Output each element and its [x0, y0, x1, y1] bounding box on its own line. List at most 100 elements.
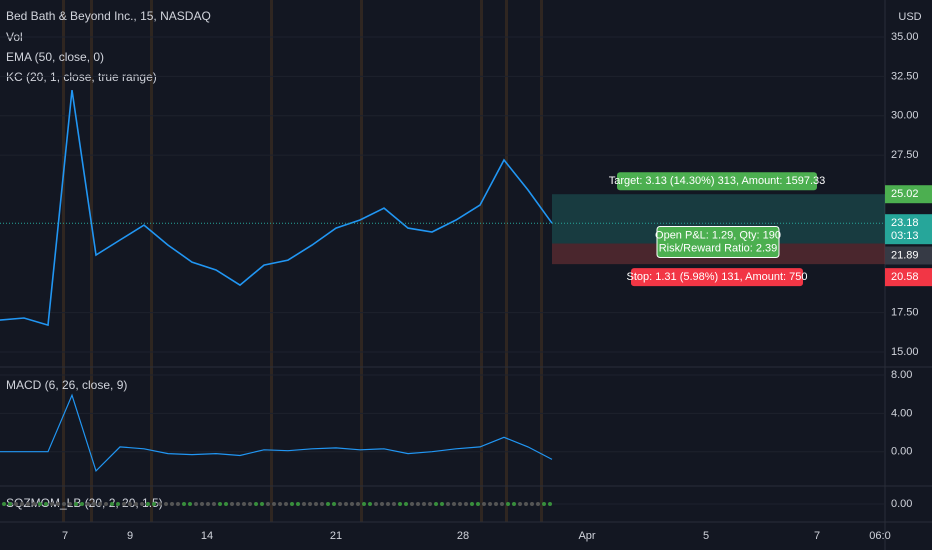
- sqz-dot: [422, 502, 426, 506]
- price-line: [0, 89, 553, 327]
- sqz-dot: [278, 502, 282, 506]
- sqz-dot: [338, 502, 342, 506]
- sqz-dot: [512, 502, 516, 506]
- sqz-dot: [32, 502, 36, 506]
- sqz-dot: [392, 502, 396, 506]
- sqz-dot: [296, 502, 300, 506]
- sqz-dot: [326, 502, 330, 506]
- sqz-dot: [92, 502, 96, 506]
- stop-price-tag: 20.58: [891, 271, 919, 283]
- sqz-dot: [194, 502, 198, 506]
- sqz-dot: [74, 502, 78, 506]
- time-label: 7: [814, 530, 820, 542]
- sqz-dot: [374, 502, 378, 506]
- sqz-dot: [308, 502, 312, 506]
- macd-title: MACD (6, 26, close, 9): [6, 378, 127, 392]
- target-price-tag-bg: [885, 185, 932, 204]
- y-tick-label: 17.50: [891, 307, 919, 319]
- stop-price-tag-bg: [885, 268, 932, 287]
- time-label: 21: [330, 530, 342, 542]
- sqz-dot: [446, 502, 450, 506]
- sqz-dot: [476, 502, 480, 506]
- sqz-dot: [44, 502, 48, 506]
- pnl-label: Open P&L: 1.29, Qty: 190: [655, 229, 781, 241]
- sqz-dot: [464, 502, 468, 506]
- sqz-dot: [110, 502, 114, 506]
- sqz-dot: [38, 502, 42, 506]
- sqz-dot: [164, 502, 168, 506]
- rr-label: Risk/Reward Ratio: 2.39: [659, 242, 778, 254]
- sqz-dot: [170, 502, 174, 506]
- sqz-dot: [200, 502, 204, 506]
- sqz-dot: [182, 502, 186, 506]
- y-tick-label: 8.00: [891, 369, 912, 381]
- time-label: 06:0: [869, 530, 890, 542]
- session-stripes: [62, 0, 543, 522]
- last-price-bg: [885, 214, 932, 245]
- sqz-dot: [260, 502, 264, 506]
- sqz-dot: [416, 502, 420, 506]
- sqz-dot: [380, 502, 384, 506]
- last-price-tag: 23.18: [891, 217, 919, 229]
- sqz-dot: [272, 502, 276, 506]
- label-box: [617, 172, 817, 191]
- y-tick-label: 32.50: [891, 70, 919, 82]
- y-tick-label: 30.00: [891, 110, 919, 122]
- sqz-dot: [50, 502, 54, 506]
- sqz-dot: [488, 502, 492, 506]
- sqz-dot: [536, 502, 540, 506]
- sqz-dot: [248, 502, 252, 506]
- sqz-dot: [176, 502, 180, 506]
- time-label: Apr: [578, 530, 595, 542]
- sqz-dot: [548, 502, 552, 506]
- stop-label: Stop: 1.31 (5.98%) 131, Amount: 750: [626, 271, 807, 283]
- sqz-dot: [506, 502, 510, 506]
- sqz-dot: [434, 502, 438, 506]
- sqz-dot: [494, 502, 498, 506]
- sqz-dot: [146, 502, 150, 506]
- sqz-dot: [350, 502, 354, 506]
- time-label: 9: [127, 530, 133, 542]
- sqz-dot: [98, 502, 102, 506]
- sqz-dot: [116, 502, 120, 506]
- y-tick-label: 35.00: [891, 31, 919, 43]
- sqz-dot: [458, 502, 462, 506]
- y-tick-label: 0.00: [891, 498, 912, 510]
- sqz-dot: [140, 502, 144, 506]
- sqz-dot: [500, 502, 504, 506]
- sqz-dot: [212, 502, 216, 506]
- sqz-dot: [290, 502, 294, 506]
- sqz-dot: [542, 502, 546, 506]
- indicator-legend: EMA (50, close, 0): [6, 50, 104, 64]
- sqz-dot: [218, 502, 222, 506]
- sqz-dot: [242, 502, 246, 506]
- sqz-dot: [344, 502, 348, 506]
- entry-price-tag-bg: [885, 246, 932, 265]
- sqz-dot: [8, 502, 12, 506]
- sqz-dot: [14, 502, 18, 506]
- y-tick-label: 4.00: [891, 407, 912, 419]
- y-tick-label: 15.00: [891, 346, 919, 358]
- sqz-dot: [152, 502, 156, 506]
- sqz-dot: [302, 502, 306, 506]
- sqz-dot: [26, 502, 30, 506]
- countdown: 03:13: [891, 230, 919, 242]
- sqz-dot: [20, 502, 24, 506]
- sqz-dot: [530, 502, 534, 506]
- sqz-dot: [104, 502, 108, 506]
- sqz-dot: [428, 502, 432, 506]
- sqz-dot: [158, 502, 162, 506]
- sqz-dot: [470, 502, 474, 506]
- sqz-dot: [362, 502, 366, 506]
- sqz-dot: [68, 502, 72, 506]
- sqz-title: SQZMOM_LB (20, 2, 20, 1.5): [6, 496, 163, 510]
- sqz-dot: [284, 502, 288, 506]
- sqz-dot: [410, 502, 414, 506]
- sqz-dot: [86, 502, 90, 506]
- sqz-dot: [320, 502, 324, 506]
- sqz-dot: [56, 502, 60, 506]
- label-box: [631, 268, 803, 287]
- sqz-dot: [128, 502, 132, 506]
- sqz-dot: [266, 502, 270, 506]
